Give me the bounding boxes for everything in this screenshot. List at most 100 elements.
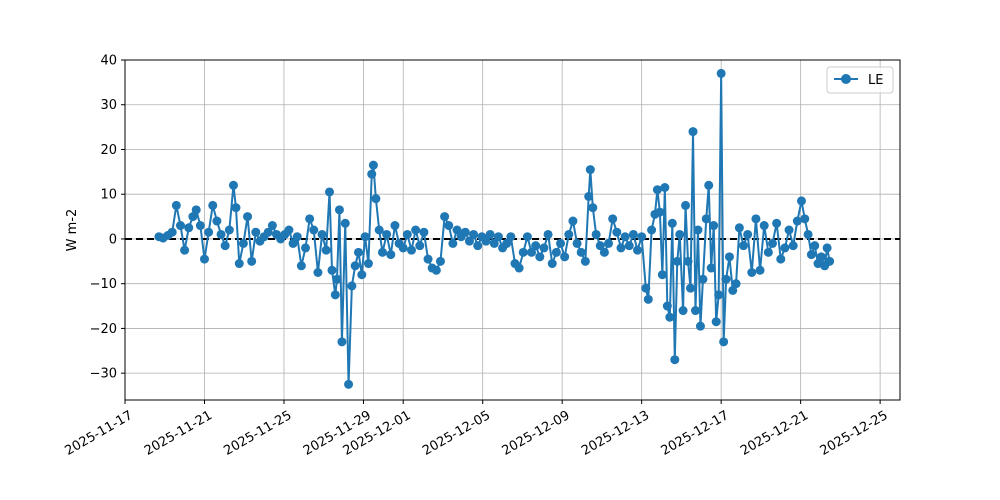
data-point [825, 256, 835, 266]
data-point [714, 290, 724, 300]
data-point [628, 229, 638, 239]
data-point [531, 241, 541, 251]
data-point [406, 245, 416, 255]
data-point [337, 337, 347, 347]
data-point [171, 200, 181, 210]
legend-box [826, 66, 894, 94]
data-point [288, 238, 298, 248]
data-point [816, 252, 826, 262]
data-point [284, 225, 294, 235]
data-point [502, 238, 512, 248]
data-point [588, 203, 598, 213]
data-point [637, 232, 647, 242]
data-point [460, 227, 470, 237]
data-point [175, 221, 185, 231]
data-point [368, 160, 378, 170]
data-point [305, 214, 315, 224]
data-point [728, 285, 738, 295]
data-point [539, 243, 549, 253]
data-point [360, 232, 370, 242]
data-point [347, 281, 357, 291]
data-point [231, 203, 241, 213]
data-point [584, 191, 594, 201]
data-point [711, 317, 721, 327]
data-point [743, 229, 753, 239]
legend-label: LE [868, 73, 883, 88]
data-point [363, 259, 373, 269]
data-point [267, 221, 277, 231]
data-point [374, 225, 384, 235]
data-point [330, 290, 340, 300]
data-point [719, 337, 729, 347]
data-point [693, 225, 703, 235]
data-point [292, 232, 302, 242]
data-point [772, 218, 782, 228]
data-point [378, 247, 388, 257]
data-point [350, 261, 360, 271]
data-point [670, 355, 680, 365]
data-point [716, 68, 726, 78]
data-point [556, 238, 566, 248]
y-tick-label: 10 [100, 188, 117, 203]
data-point [780, 243, 790, 253]
data-point [371, 194, 381, 204]
data-point [327, 265, 337, 275]
data-point [633, 245, 643, 255]
data-point [612, 227, 622, 237]
data-point [806, 250, 816, 260]
data-point [208, 200, 218, 210]
data-point [535, 252, 545, 262]
data-point [595, 241, 605, 251]
y-tick-label: 30 [100, 98, 117, 113]
data-point [551, 247, 561, 257]
data-point [340, 218, 350, 228]
data-point [431, 265, 441, 275]
data-point [616, 243, 626, 253]
data-point [382, 229, 392, 239]
data-point [796, 196, 806, 206]
data-point [473, 241, 483, 251]
data-point [167, 227, 177, 237]
data-point [678, 306, 688, 316]
y-tick-label: −10 [90, 277, 117, 292]
data-point [580, 256, 590, 266]
data-point [440, 212, 450, 222]
data-point [751, 214, 761, 224]
data-point [357, 270, 367, 280]
data-point [739, 241, 749, 251]
data-point [251, 227, 261, 237]
data-point [301, 243, 311, 253]
data-point [216, 229, 226, 239]
data-point [195, 221, 205, 231]
data-point [386, 250, 396, 260]
data-point [690, 306, 700, 316]
data-point [325, 187, 335, 197]
data-point [759, 221, 769, 231]
data-point [247, 256, 257, 266]
data-point [822, 243, 832, 253]
data-point [604, 238, 614, 248]
data-point [452, 225, 462, 235]
data-point [652, 185, 662, 195]
data-point [296, 261, 306, 271]
data-point [683, 256, 693, 266]
legend: LE [826, 66, 894, 94]
data-point [800, 214, 810, 224]
data-point [704, 180, 714, 190]
data-point [564, 229, 574, 239]
data-point [698, 274, 708, 284]
data-point [321, 245, 331, 255]
data-point [660, 183, 670, 192]
plot-frame [124, 59, 901, 401]
data-point [608, 214, 618, 224]
data-point [686, 283, 696, 293]
data-point [188, 212, 198, 222]
data-point [353, 247, 363, 257]
data-point [643, 294, 653, 304]
data-point [576, 247, 586, 257]
data-point [585, 165, 595, 175]
y-tick-label: −20 [90, 322, 117, 337]
data-point [724, 252, 734, 262]
data-point [803, 229, 813, 239]
